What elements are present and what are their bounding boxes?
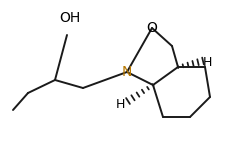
Text: OH: OH	[59, 11, 81, 25]
Text: H: H	[202, 56, 212, 68]
Text: N: N	[122, 65, 132, 79]
Text: H: H	[115, 99, 125, 111]
Text: O: O	[146, 21, 157, 35]
